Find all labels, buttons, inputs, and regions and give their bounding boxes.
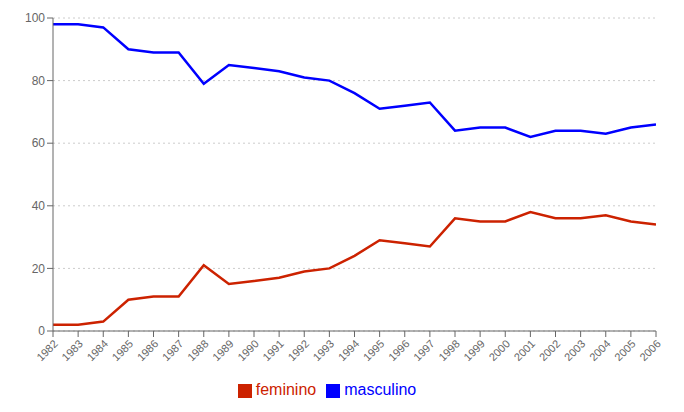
svg-text:1999: 1999: [461, 337, 487, 363]
svg-text:1994: 1994: [336, 337, 362, 363]
svg-text:1998: 1998: [436, 337, 462, 363]
svg-text:1989: 1989: [210, 337, 236, 363]
svg-text:100: 100: [25, 11, 45, 25]
svg-text:2005: 2005: [612, 337, 638, 363]
svg-text:2002: 2002: [537, 337, 563, 363]
svg-text:1987: 1987: [160, 337, 186, 363]
svg-text:2000: 2000: [486, 337, 512, 363]
svg-text:60: 60: [32, 136, 46, 150]
svg-text:1984: 1984: [84, 337, 110, 363]
svg-text:1993: 1993: [311, 337, 337, 363]
svg-text:2003: 2003: [562, 337, 588, 363]
svg-text:1985: 1985: [110, 337, 136, 363]
svg-text:1990: 1990: [235, 337, 261, 363]
svg-text:80: 80: [32, 74, 46, 88]
svg-text:2006: 2006: [637, 337, 663, 363]
svg-text:1991: 1991: [260, 337, 286, 363]
svg-text:1992: 1992: [285, 337, 311, 363]
svg-text:1982: 1982: [34, 337, 60, 363]
html-text:masculino: masculino: [344, 381, 417, 398]
svg-text:1986: 1986: [135, 337, 161, 363]
svg-text:1997: 1997: [411, 337, 437, 363]
svg-text:40: 40: [32, 199, 46, 213]
svg-text:1988: 1988: [185, 337, 211, 363]
html-text:feminino: feminino: [255, 381, 317, 398]
svg-text:2004: 2004: [587, 337, 613, 363]
svg-text:1983: 1983: [59, 337, 85, 363]
svg-text:1996: 1996: [386, 337, 412, 363]
svg-text:20: 20: [32, 262, 46, 276]
svg-text:0: 0: [38, 324, 45, 338]
svg-text:1995: 1995: [361, 337, 387, 363]
svg-text:2001: 2001: [512, 337, 538, 363]
